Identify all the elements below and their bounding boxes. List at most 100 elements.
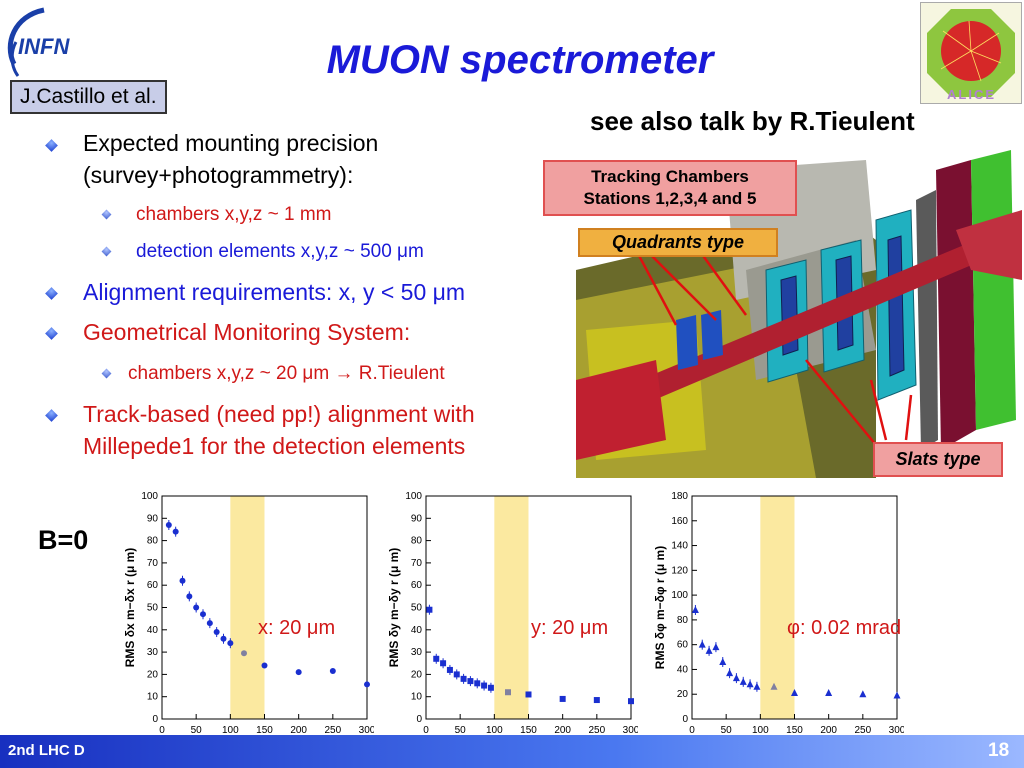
field-label: B=0 xyxy=(38,525,89,555)
y-tick-label: 60 xyxy=(677,640,689,651)
y-axis-label: RMS δy m−δy r (μ m) xyxy=(387,548,401,668)
footer-text: 2nd LHC D xyxy=(8,742,85,759)
data-point xyxy=(467,678,474,685)
plot-x-rms: 0 50 100 150 200 250 300 0 10 20 30 40 50 60 70 80 90 100… xyxy=(123,491,374,748)
alice-logo-text: ALICE xyxy=(947,87,996,102)
y-tick-label: 60 xyxy=(411,580,423,591)
y-tick-label: 0 xyxy=(152,714,158,725)
y-tick-label: 50 xyxy=(411,603,423,614)
label-slats-type: Slats type xyxy=(873,442,1003,477)
y-tick-label: 70 xyxy=(147,558,159,569)
page-number: 18 xyxy=(988,740,1010,761)
annotation-phi: φ: 0.02 mrad xyxy=(787,617,902,639)
bullet-trackbased-line2: Millepede1 for the detection elements xyxy=(83,433,466,459)
sub-bullet-detection: detection elements x,y,z ~ 500 μm xyxy=(136,241,424,262)
y-axis-label: RMS δφ m−δφ r (μ m) xyxy=(653,546,667,669)
data-point xyxy=(193,604,200,611)
x-tick-label: 200 xyxy=(290,725,307,736)
y-tick-label: 100 xyxy=(405,491,422,502)
y-tick-label: 50 xyxy=(147,603,159,614)
label-tracking-line2: Stations 1,2,3,4 and 5 xyxy=(583,189,757,208)
y-tick-label: 0 xyxy=(682,714,688,725)
y-tick-label: 80 xyxy=(677,615,689,626)
y-tick-label: 100 xyxy=(671,590,688,601)
y-tick-label: 0 xyxy=(416,714,422,725)
x-tick-label: 50 xyxy=(455,725,467,736)
label-tracking-line1: Tracking Chambers xyxy=(591,167,749,186)
sub-bullet-icon xyxy=(101,209,112,220)
sub-bullet-icon xyxy=(101,246,112,257)
data-point xyxy=(712,643,720,651)
infn-logo: INFN xyxy=(4,4,84,84)
slide-title: MUON spectrometer xyxy=(326,38,714,82)
bullet-icon xyxy=(45,287,58,300)
data-point xyxy=(474,680,481,687)
x-tick-label: 0 xyxy=(689,725,695,736)
x-tick-label: 250 xyxy=(588,725,605,736)
data-point xyxy=(559,695,566,702)
y-tick-label: 60 xyxy=(147,580,159,591)
highlight-band xyxy=(760,496,795,719)
x-tick-label: 100 xyxy=(486,725,503,736)
annotation-x: x: 20 μm xyxy=(258,617,336,639)
y-tick-label: 10 xyxy=(147,692,159,703)
data-point xyxy=(770,682,778,690)
x-tick-label: 300 xyxy=(889,725,904,736)
x-tick-label: 50 xyxy=(191,725,203,736)
data-point xyxy=(172,528,179,535)
data-point xyxy=(505,689,511,696)
highlight-band xyxy=(494,496,529,719)
x-tick-label: 100 xyxy=(752,725,769,736)
y-tick-label: 160 xyxy=(671,516,688,527)
alice-logo: ALICE xyxy=(920,2,1022,104)
x-tick-label: 0 xyxy=(423,725,429,736)
y-tick-label: 120 xyxy=(671,565,688,576)
data-point xyxy=(186,593,193,600)
data-point xyxy=(628,698,634,705)
data-point xyxy=(732,674,740,682)
see-also-note: see also talk by R.Tieulent xyxy=(590,106,915,136)
y-tick-label: 30 xyxy=(411,647,423,658)
x-tick-label: 200 xyxy=(820,725,837,736)
annotation-y: y: 20 μm xyxy=(531,617,609,639)
y-tick-label: 100 xyxy=(141,491,158,502)
x-tick-label: 150 xyxy=(256,725,273,736)
x-tick-label: 250 xyxy=(324,725,341,736)
data-point xyxy=(453,671,460,678)
data-point xyxy=(705,646,713,654)
data-point xyxy=(446,666,453,673)
highlight-band xyxy=(230,496,265,719)
y-tick-label: 10 xyxy=(411,692,423,703)
data-point xyxy=(719,658,727,666)
bullet-icon xyxy=(45,327,58,340)
data-point xyxy=(593,697,600,704)
data-point xyxy=(487,684,494,691)
bullet-mounting-line1: Expected mounting precision xyxy=(83,130,379,156)
y-tick-label: 80 xyxy=(411,536,423,547)
y-tick-label: 70 xyxy=(411,558,423,569)
sub-bullet-chambers: chambers x,y,z ~ 1 mm xyxy=(136,204,332,225)
y-tick-label: 140 xyxy=(671,541,688,552)
bullet-icon xyxy=(45,409,58,422)
x-tick-label: 200 xyxy=(554,725,571,736)
data-point xyxy=(791,688,798,696)
data-point xyxy=(227,640,234,647)
data-point xyxy=(261,662,268,669)
data-point xyxy=(698,640,706,648)
y-tick-label: 20 xyxy=(411,669,423,680)
y-axis-label: RMS δx m−δx r (μ m) xyxy=(123,548,137,668)
y-tick-label: 40 xyxy=(147,625,159,636)
data-point xyxy=(364,681,370,688)
x-tick-label: 250 xyxy=(854,725,871,736)
data-point xyxy=(213,629,220,636)
y-tick-label: 90 xyxy=(411,513,423,524)
data-point xyxy=(329,668,336,675)
y-tick-label: 40 xyxy=(677,664,689,675)
data-point xyxy=(241,650,247,657)
data-point xyxy=(460,675,467,682)
x-tick-label: 100 xyxy=(222,725,239,736)
data-point xyxy=(481,682,488,689)
x-tick-label: 150 xyxy=(786,725,803,736)
alice-logo-graphic xyxy=(927,9,1015,97)
data-point xyxy=(726,669,734,677)
